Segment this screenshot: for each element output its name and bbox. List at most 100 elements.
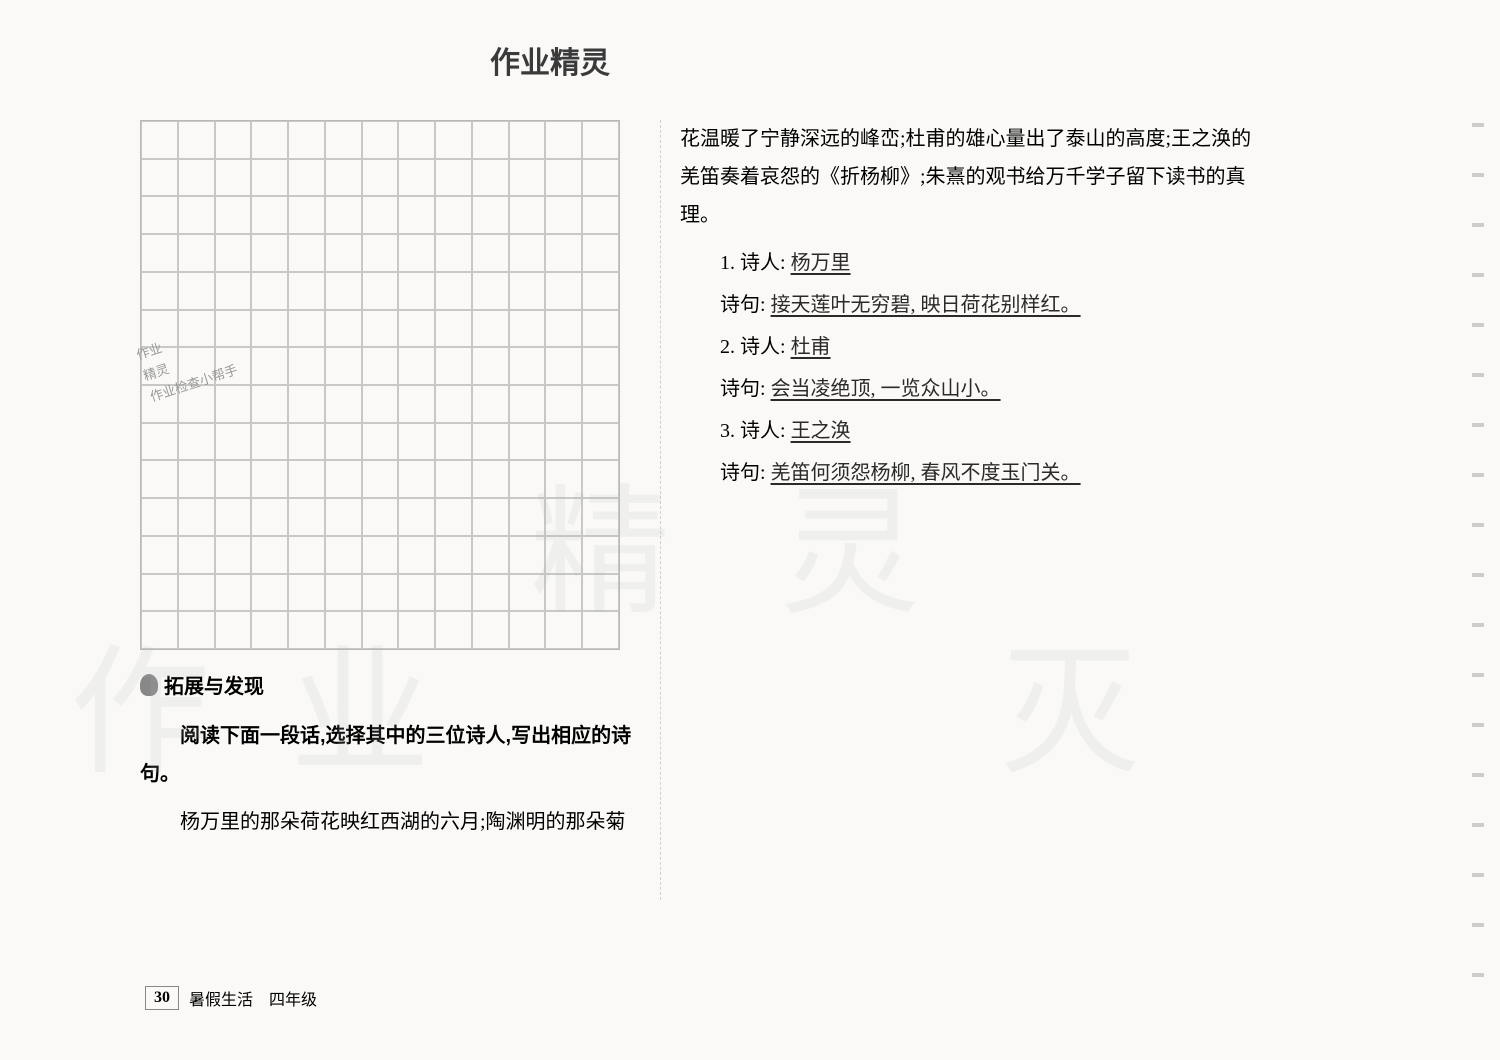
page-footer: 30 暑假生活 四年级 (145, 986, 317, 1010)
binding-dot (1472, 723, 1484, 727)
grid-cell (545, 159, 582, 197)
binding-dot (1472, 623, 1484, 627)
grid-cell (325, 536, 362, 574)
binding-dot (1472, 873, 1484, 877)
grid-cell (509, 498, 546, 536)
grid-cell (582, 611, 619, 649)
binding-dot (1472, 523, 1484, 527)
grid-cell (582, 498, 619, 536)
grid-cell (251, 574, 288, 612)
binding-dot (1472, 823, 1484, 827)
grid-cell (288, 196, 325, 234)
grid-cell (288, 498, 325, 536)
grid-cell (325, 272, 362, 310)
grid-cell (435, 498, 472, 536)
binding-dot (1472, 573, 1484, 577)
grid-cell (582, 310, 619, 348)
page: 作业精灵 作业 精灵 作业检查小帮手 拓展与发现 阅读下面一段话,选择其中的三位… (0, 0, 1500, 1060)
grid-cell (215, 536, 252, 574)
grid-cell (362, 611, 399, 649)
grid-cell (398, 310, 435, 348)
grid-cell (435, 310, 472, 348)
grid-cell (582, 234, 619, 272)
grid-cell (472, 121, 509, 159)
grid-cell (398, 121, 435, 159)
grid-cell (288, 234, 325, 272)
grid-cell (141, 159, 178, 197)
grid-cell (362, 272, 399, 310)
grid-cell (251, 234, 288, 272)
right-column: 花温暖了宁静深远的峰峦;杜甫的雄心量出了泰山的高度;王之涣的羌笛奏着哀怨的《折杨… (680, 120, 1270, 496)
grid-cell (362, 347, 399, 385)
grid-cell (362, 196, 399, 234)
grid-cell (215, 121, 252, 159)
left-column: 作业 精灵 作业检查小帮手 拓展与发现 阅读下面一段话,选择其中的三位诗人,写出… (140, 120, 660, 841)
grid-cell (435, 536, 472, 574)
grid-cell (178, 196, 215, 234)
answer-line: 诗句: 会当凌绝顶, 一览众山小。 (680, 370, 1270, 408)
verse-text: 羌笛何须怨杨柳, 春风不度玉门关。 (771, 462, 1081, 484)
grid-cell (435, 460, 472, 498)
grid-cell (288, 310, 325, 348)
grid-cell (141, 272, 178, 310)
grid-cell (472, 498, 509, 536)
answer-block: 1. 诗人: 杨万里 诗句: 接天莲叶无穷碧, 映日荷花别样红。 2. 诗人: … (680, 244, 1270, 492)
poet-label: 诗人: (740, 252, 786, 274)
grid-cell (582, 159, 619, 197)
answer-line: 1. 诗人: 杨万里 (680, 244, 1270, 282)
grid-cell (178, 234, 215, 272)
binding-dot (1472, 773, 1484, 777)
grid-cell (362, 159, 399, 197)
grid-cell (435, 347, 472, 385)
grid-cell (178, 121, 215, 159)
grid-cell (288, 385, 325, 423)
grid-cell (288, 574, 325, 612)
grid-cell (509, 234, 546, 272)
binding-dot (1472, 923, 1484, 927)
answer-line: 诗句: 接天莲叶无穷碧, 映日荷花别样红。 (680, 286, 1270, 324)
grid-cell (545, 498, 582, 536)
grid-cell (362, 536, 399, 574)
grid-cell (472, 611, 509, 649)
grid-cell (215, 460, 252, 498)
grid-cell (398, 272, 435, 310)
grid-cell (141, 460, 178, 498)
grid-cell (509, 159, 546, 197)
grid-cell (178, 536, 215, 574)
grid-cell (178, 574, 215, 612)
grid-cell (545, 611, 582, 649)
grid-cell (398, 234, 435, 272)
answer-line: 3. 诗人: 王之涣 (680, 412, 1270, 450)
grid-cell (362, 423, 399, 461)
grid-cell (251, 460, 288, 498)
grid-cell (472, 536, 509, 574)
grid-cell (472, 196, 509, 234)
grid-cell (325, 121, 362, 159)
grid-cell (141, 536, 178, 574)
grid-cell (398, 611, 435, 649)
grid-cell (362, 460, 399, 498)
verse-label: 诗句: (720, 378, 766, 400)
grid-cell (509, 272, 546, 310)
binding-dot (1472, 373, 1484, 377)
grid-cell (472, 347, 509, 385)
binding-dot (1472, 123, 1484, 127)
section-header: 拓展与发现 (140, 670, 660, 699)
footer-label: 暑假生活 四年级 (189, 986, 317, 1010)
grid-cell (362, 498, 399, 536)
grid-cell (398, 536, 435, 574)
grid-cell (545, 272, 582, 310)
grid-cell (435, 611, 472, 649)
grid-cell (472, 272, 509, 310)
grid-cell (435, 423, 472, 461)
grid-cell (362, 385, 399, 423)
poet-label: 诗人: (740, 420, 786, 442)
binding-dot (1472, 173, 1484, 177)
grid-cell (398, 385, 435, 423)
grid-cell (472, 423, 509, 461)
grid-cell (215, 272, 252, 310)
binding-dot (1472, 973, 1484, 977)
grid-cell (325, 159, 362, 197)
grid-cell (509, 423, 546, 461)
grid-cell (509, 310, 546, 348)
